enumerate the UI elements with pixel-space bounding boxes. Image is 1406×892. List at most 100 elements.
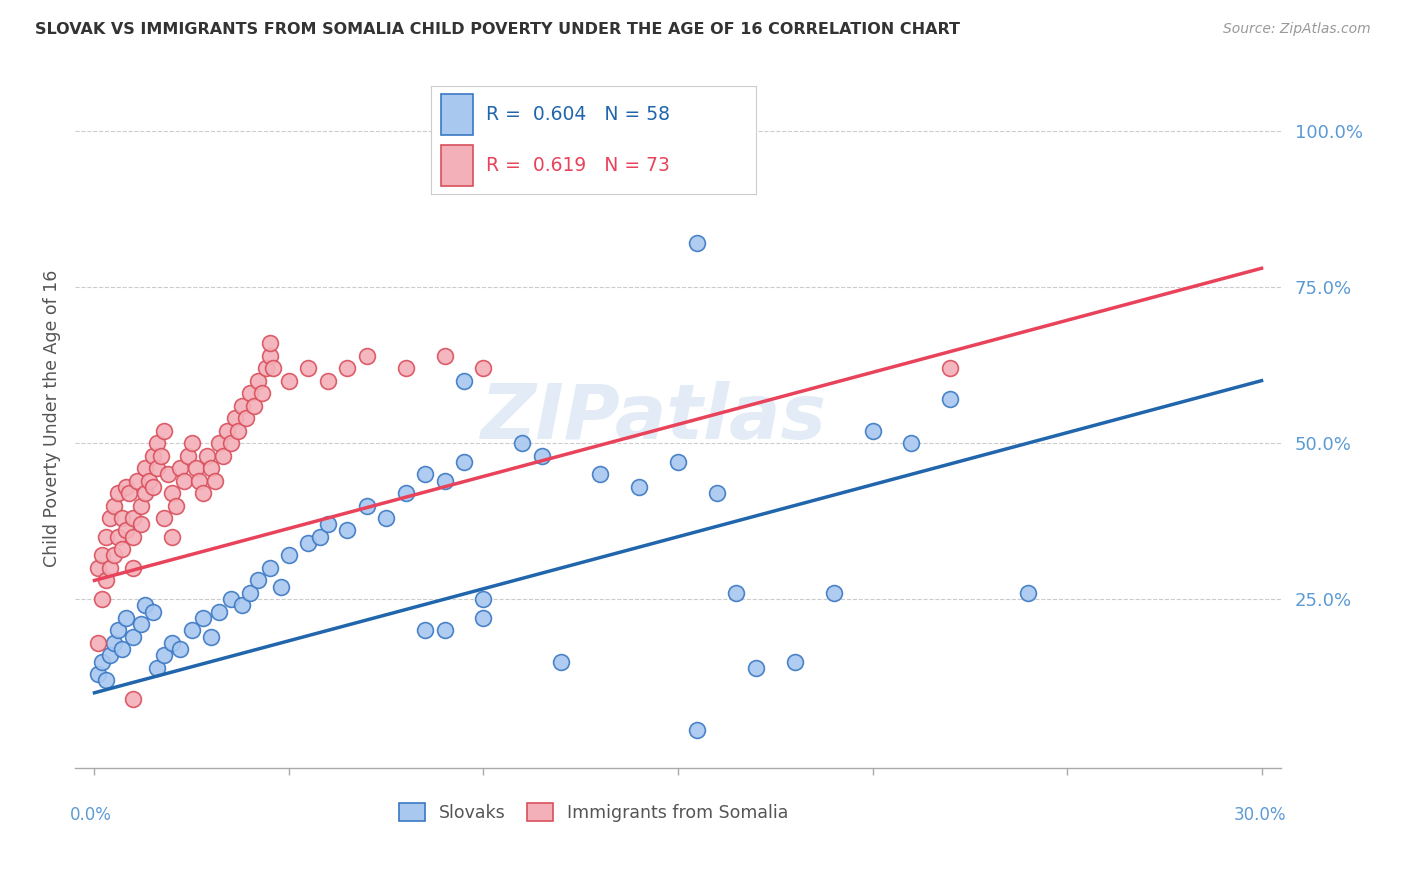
- Point: [862, 424, 884, 438]
- Point: [246, 374, 269, 388]
- Point: [297, 361, 319, 376]
- Point: [316, 517, 339, 532]
- Point: [259, 336, 281, 351]
- Point: [122, 692, 145, 706]
- Point: [208, 605, 231, 619]
- Point: [628, 480, 651, 494]
- Point: [111, 511, 134, 525]
- Point: [129, 617, 152, 632]
- Point: [783, 655, 806, 669]
- Point: [297, 536, 319, 550]
- Point: [138, 474, 160, 488]
- Point: [231, 599, 253, 613]
- Point: [87, 667, 110, 681]
- Point: [118, 486, 141, 500]
- Point: [114, 524, 136, 538]
- Point: [162, 636, 184, 650]
- Point: [114, 480, 136, 494]
- Point: [103, 549, 125, 563]
- Point: [94, 574, 117, 588]
- Point: [472, 611, 495, 625]
- Point: [686, 236, 709, 251]
- Point: [336, 361, 359, 376]
- Point: [706, 486, 728, 500]
- Point: [103, 499, 125, 513]
- Point: [433, 349, 456, 363]
- Point: [395, 486, 418, 500]
- Point: [472, 592, 495, 607]
- Point: [145, 436, 167, 450]
- Point: [153, 648, 176, 663]
- Point: [250, 386, 273, 401]
- Point: [91, 549, 114, 563]
- Point: [219, 592, 242, 607]
- Point: [180, 436, 202, 450]
- Point: [169, 642, 191, 657]
- Point: [177, 449, 200, 463]
- Point: [254, 361, 277, 376]
- Point: [413, 467, 436, 482]
- Point: [270, 580, 292, 594]
- Text: 0.0%: 0.0%: [70, 806, 112, 824]
- Point: [145, 461, 167, 475]
- Point: [239, 586, 262, 600]
- Point: [107, 530, 129, 544]
- Point: [122, 630, 145, 644]
- Point: [94, 673, 117, 688]
- Point: [142, 449, 165, 463]
- Point: [162, 530, 184, 544]
- Point: [98, 648, 121, 663]
- Point: [103, 636, 125, 650]
- Point: [87, 636, 110, 650]
- Point: [309, 530, 332, 544]
- Point: [215, 424, 238, 438]
- Point: [87, 561, 110, 575]
- Point: [91, 655, 114, 669]
- Point: [453, 455, 475, 469]
- Text: ZIPatlas: ZIPatlas: [481, 381, 827, 455]
- Point: [375, 511, 398, 525]
- Point: [939, 392, 962, 407]
- Point: [94, 530, 117, 544]
- Point: [107, 486, 129, 500]
- Point: [195, 449, 218, 463]
- Point: [122, 530, 145, 544]
- Point: [356, 349, 378, 363]
- Point: [259, 349, 281, 363]
- Point: [356, 499, 378, 513]
- Point: [228, 424, 250, 438]
- Point: [395, 361, 418, 376]
- Text: 30.0%: 30.0%: [1233, 806, 1286, 824]
- Point: [512, 436, 534, 450]
- Point: [107, 624, 129, 638]
- Point: [666, 455, 689, 469]
- Point: [127, 474, 149, 488]
- Point: [433, 474, 456, 488]
- Point: [98, 561, 121, 575]
- Point: [472, 361, 495, 376]
- Point: [200, 461, 222, 475]
- Point: [129, 499, 152, 513]
- Point: [173, 474, 195, 488]
- Legend: Slovaks, Immigrants from Somalia: Slovaks, Immigrants from Somalia: [399, 803, 787, 822]
- Point: [193, 611, 215, 625]
- Point: [122, 511, 145, 525]
- Point: [246, 574, 269, 588]
- Point: [745, 661, 768, 675]
- Point: [239, 386, 262, 401]
- Point: [262, 361, 284, 376]
- Point: [98, 511, 121, 525]
- Point: [184, 461, 207, 475]
- Point: [259, 561, 281, 575]
- Point: [188, 474, 211, 488]
- Point: [142, 605, 165, 619]
- Point: [336, 524, 359, 538]
- Text: SLOVAK VS IMMIGRANTS FROM SOMALIA CHILD POVERTY UNDER THE AGE OF 16 CORRELATION : SLOVAK VS IMMIGRANTS FROM SOMALIA CHILD …: [35, 22, 960, 37]
- Point: [114, 611, 136, 625]
- Point: [180, 624, 202, 638]
- Point: [111, 542, 134, 557]
- Point: [204, 474, 226, 488]
- Point: [235, 411, 257, 425]
- Point: [686, 723, 709, 738]
- Point: [149, 449, 172, 463]
